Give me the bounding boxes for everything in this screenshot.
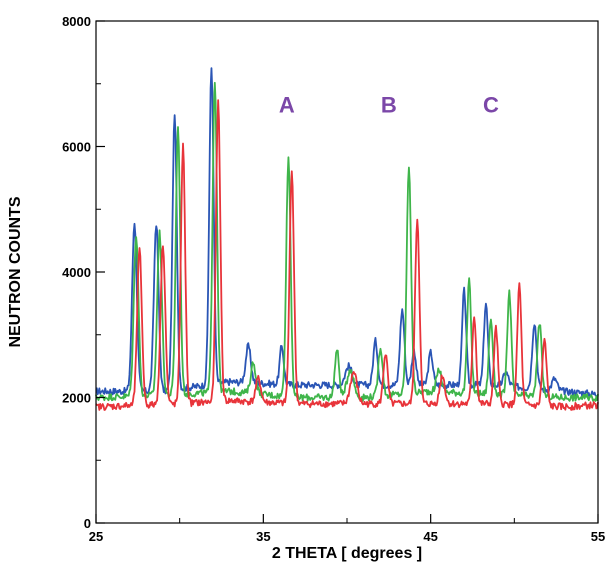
series-line-3 bbox=[95, 99, 599, 411]
y-tick-label: 4000 bbox=[62, 265, 91, 280]
y-tick-label: 2000 bbox=[62, 391, 91, 406]
x-axis-title: 2 THETA [ degrees ] bbox=[272, 545, 422, 562]
x-tick-label: 35 bbox=[256, 529, 270, 544]
y-tick-label: 6000 bbox=[62, 140, 91, 155]
y-tick-label: 0 bbox=[84, 516, 91, 531]
peak-label-a: A bbox=[279, 93, 295, 118]
peak-label-b: B bbox=[381, 93, 397, 118]
peak-label-c: C bbox=[483, 93, 499, 118]
y-tick-label: 8000 bbox=[62, 14, 91, 29]
x-tick-label: 55 bbox=[591, 529, 605, 544]
annotation-layer: A B C bbox=[279, 93, 499, 118]
x-tick-label: 25 bbox=[89, 529, 103, 544]
x-tick-label: 45 bbox=[423, 529, 437, 544]
y-axis-title: NEUTRON COUNTS bbox=[7, 196, 24, 347]
tick-layer: 25 35 45 55 0 2000 4000 6000 8000 bbox=[62, 14, 605, 544]
series-layer bbox=[95, 67, 599, 411]
